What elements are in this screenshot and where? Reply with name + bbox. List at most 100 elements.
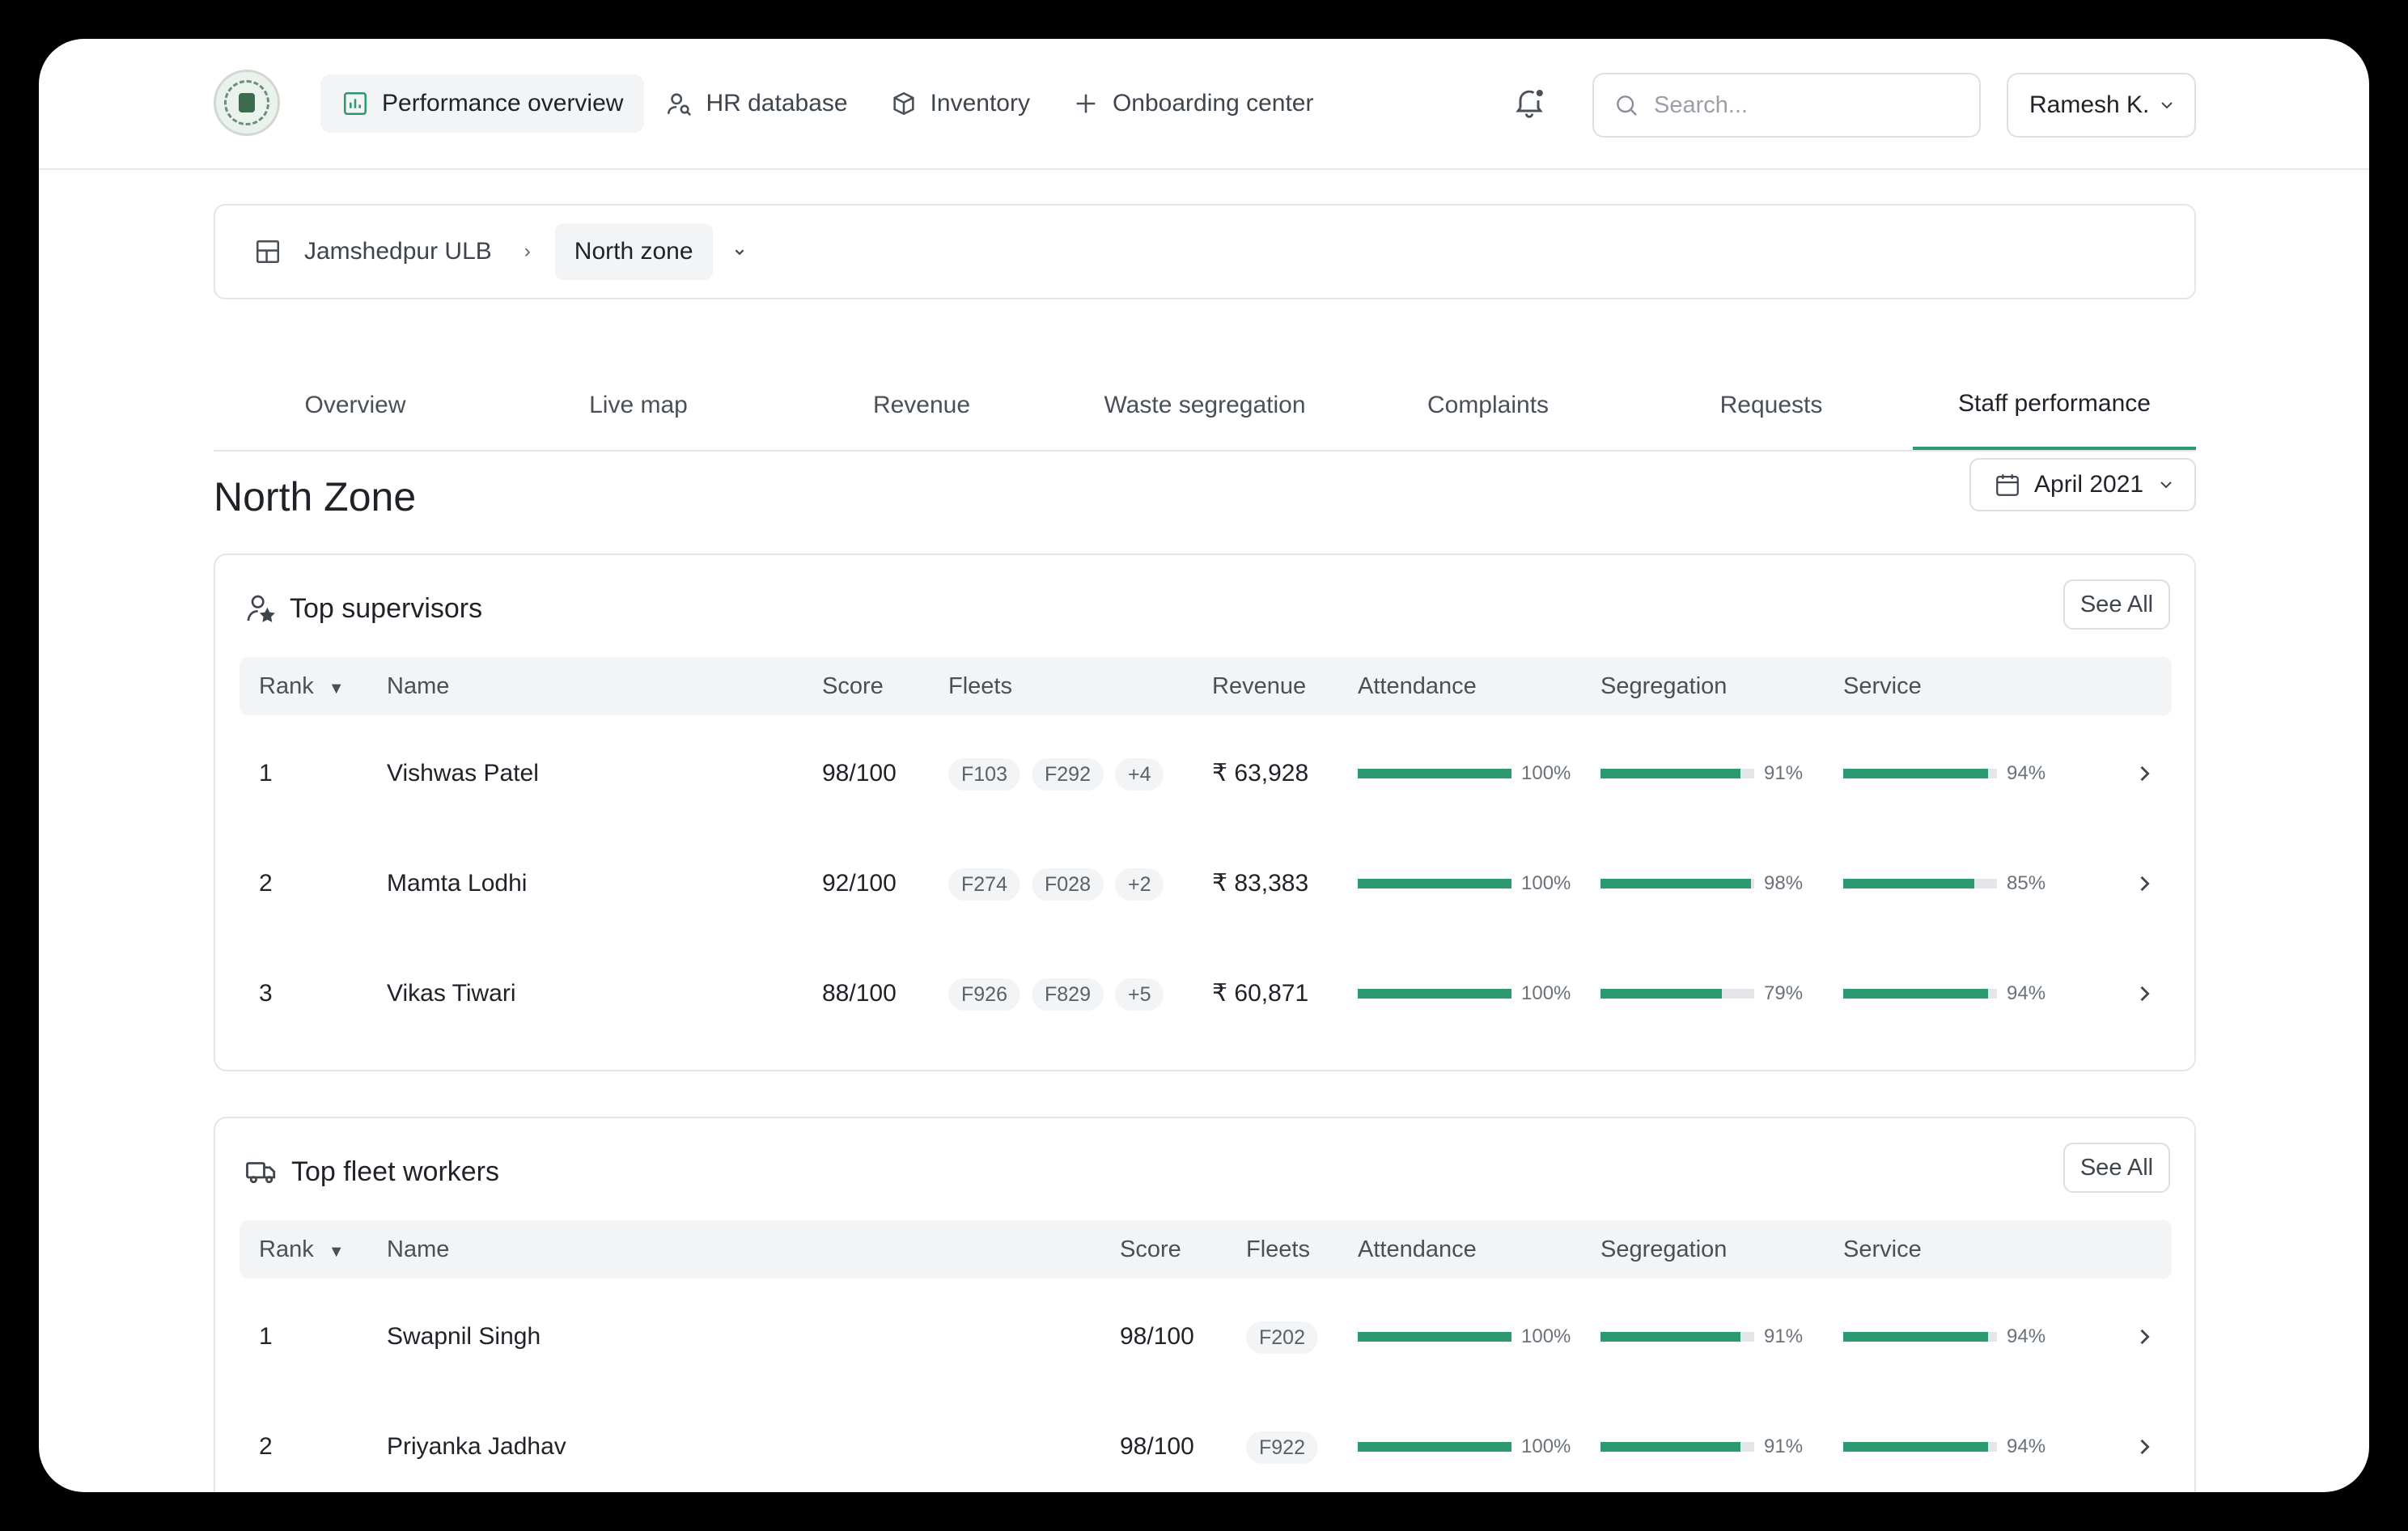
- column-label: Rank: [259, 673, 314, 699]
- see-all-button[interactable]: See All: [2063, 1143, 2170, 1193]
- more-fleets-chip[interactable]: +2: [1114, 868, 1164, 901]
- truck-icon: [246, 1162, 276, 1184]
- segregation-bar: [1600, 989, 1754, 999]
- service-value: 85%: [2007, 872, 2046, 894]
- card-header: Top fleet workers: [244, 1149, 499, 1194]
- name-cell: Vishwas Patel: [387, 760, 539, 787]
- card-title: Top supervisors: [290, 592, 483, 624]
- attendance-bar: [1358, 769, 1511, 778]
- score-cell: 92/100: [822, 870, 897, 897]
- sort-down-icon: ▼: [328, 680, 345, 698]
- column-header-name: Name: [387, 673, 450, 699]
- user-name: Ramesh K.: [2029, 91, 2150, 118]
- service-bar-fill: [1843, 769, 1988, 778]
- segregation-value: 91%: [1764, 762, 1804, 784]
- column-header-name: Name: [387, 1236, 450, 1262]
- attendance-value: 100%: [1521, 1325, 1571, 1347]
- tab-live-map[interactable]: Live map: [589, 392, 688, 418]
- score-cell: 88/100: [822, 980, 897, 1007]
- nav-label: Onboarding center: [1112, 90, 1314, 117]
- municipal-logo[interactable]: [214, 70, 280, 136]
- nav-inventory[interactable]: Inventory: [869, 74, 1051, 133]
- search-input[interactable]: [1652, 91, 1963, 120]
- fleets-cell: F926 F829 +5: [948, 939, 1175, 1049]
- service-bar-fill: [1843, 1442, 1988, 1452]
- column-header-rank[interactable]: Rank ▼: [259, 1220, 345, 1279]
- score-cell: 98/100: [1120, 1433, 1194, 1460]
- service-bar: [1843, 1442, 1997, 1452]
- fleet-chip[interactable]: F829: [1031, 978, 1104, 1011]
- chevron-right-icon: ›: [524, 240, 531, 262]
- chevron-right-icon[interactable]: [2133, 1325, 2156, 1348]
- tab-staff-performance[interactable]: Staff performance: [1913, 361, 2196, 450]
- nav-label: HR database: [706, 90, 848, 117]
- attendance-value: 100%: [1521, 1436, 1571, 1457]
- attendance-bar-fill: [1358, 989, 1511, 999]
- page-title: North Zone: [214, 474, 417, 520]
- name-cell: Priyanka Jadhav: [387, 1433, 566, 1460]
- fleet-chip[interactable]: F103: [948, 758, 1020, 791]
- fleet-chip[interactable]: F922: [1246, 1431, 1318, 1465]
- tab-waste-segregation[interactable]: Waste segregation: [1104, 392, 1306, 418]
- fleet-chip[interactable]: F202: [1246, 1321, 1318, 1355]
- more-fleets-chip[interactable]: +5: [1114, 978, 1164, 1011]
- app-window: Performance overview HR database Invento…: [39, 39, 2369, 1492]
- chevron-right-icon[interactable]: [2133, 1436, 2156, 1458]
- tab-complaints[interactable]: Complaints: [1427, 392, 1550, 418]
- name-cell: Mamta Lodhi: [387, 870, 528, 897]
- fleet-chip[interactable]: F926: [948, 978, 1020, 1011]
- top-fleet-workers-card: Top fleet workers See All Rank ▼ Name Sc…: [214, 1117, 2196, 1492]
- segregation-value: 91%: [1764, 1436, 1804, 1457]
- breadcrumb-current[interactable]: North zone: [554, 223, 713, 280]
- segregation-bar: [1600, 879, 1754, 888]
- score-cell: 98/100: [1120, 1323, 1194, 1350]
- chevron-down-icon[interactable]: [731, 243, 748, 261]
- tab-revenue[interactable]: Revenue: [872, 392, 971, 418]
- fleet-chip[interactable]: F274: [948, 868, 1020, 901]
- rank-cell: 1: [259, 760, 273, 787]
- chevron-down-icon: [2161, 102, 2173, 109]
- nav-performance-overview[interactable]: Performance overview: [320, 74, 645, 133]
- calendar-icon: [1996, 474, 2019, 496]
- user-menu[interactable]: Ramesh K.: [2007, 73, 2196, 138]
- table-row[interactable]: 1 Vishwas Patel 98/100 F103 F292 +4 ₹ 63,9…: [240, 719, 2172, 829]
- notification-bell-icon[interactable]: [1511, 84, 1547, 120]
- nav-onboarding-center[interactable]: Onboarding center: [1051, 74, 1335, 133]
- revenue-cell: ₹ 60,871: [1212, 980, 1309, 1007]
- chevron-right-icon[interactable]: [2133, 872, 2156, 895]
- tab-requests[interactable]: Requests: [1719, 392, 1823, 418]
- column-header-rank[interactable]: Rank ▼: [259, 657, 345, 715]
- column-header-score: Score: [1120, 1236, 1181, 1262]
- selected-month: April 2021: [2034, 471, 2144, 498]
- table-row[interactable]: 2 Mamta Lodhi 92/100 F274 F028 +2 ₹ 83,383…: [240, 829, 2172, 939]
- service-bar-fill: [1843, 1332, 1988, 1342]
- fleet-chip[interactable]: F028: [1031, 868, 1104, 901]
- nav-hr-database[interactable]: HR database: [644, 74, 868, 133]
- segregation-bar: [1600, 1332, 1754, 1342]
- table-header: Rank ▼ Name Score Fleets Revenue Attenda…: [240, 657, 2172, 715]
- fleets-cell: F202: [1246, 1282, 1329, 1392]
- rank-cell: 1: [259, 1323, 273, 1350]
- name-cell: Vikas Tiwari: [387, 980, 516, 1007]
- chevron-right-icon[interactable]: [2133, 982, 2156, 1005]
- table-row[interactable]: 3 Vikas Tiwari 88/100 F926 F829 +5 ₹ 60,87…: [240, 939, 2172, 1049]
- see-all-button[interactable]: See All: [2063, 579, 2170, 630]
- tab-overview[interactable]: Overview: [304, 392, 406, 418]
- column-header-attendance: Attendance: [1358, 673, 1477, 699]
- segregation-bar-fill: [1600, 879, 1752, 888]
- segregation-bar-fill: [1600, 1442, 1740, 1452]
- table-row[interactable]: 1 Swapnil Singh 98/100 F202 100% 91% 94%: [240, 1282, 2172, 1392]
- attendance-bar-fill: [1358, 1332, 1511, 1342]
- more-fleets-chip[interactable]: +4: [1114, 758, 1164, 791]
- column-header-service: Service: [1843, 1236, 1922, 1262]
- month-picker[interactable]: April 2021: [1969, 458, 2196, 511]
- revenue-cell: ₹ 63,928: [1212, 760, 1309, 787]
- fleet-chip[interactable]: F292: [1031, 758, 1104, 791]
- fleets-cell: F103 F292 +4: [948, 719, 1175, 829]
- search-box[interactable]: [1592, 73, 1981, 138]
- rank-cell: 2: [259, 1433, 273, 1460]
- chevron-right-icon[interactable]: [2133, 762, 2156, 785]
- table-row[interactable]: 2 Priyanka Jadhav 98/100 F922 100% 91% 9…: [240, 1392, 2172, 1492]
- breadcrumb-root[interactable]: Jamshedpur ULB: [304, 238, 492, 265]
- layout-grid-icon: [256, 240, 280, 264]
